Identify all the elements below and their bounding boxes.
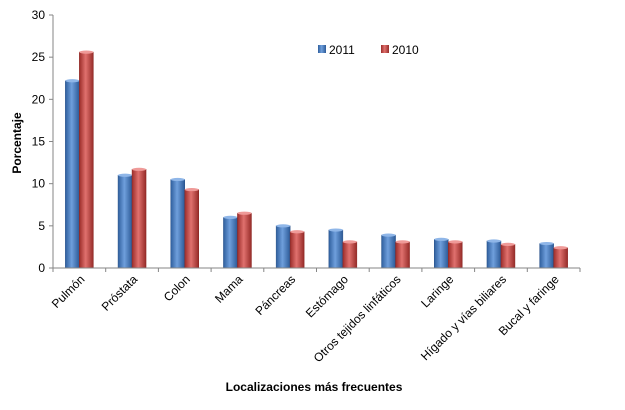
bar-cap-2011-3 (223, 215, 238, 219)
x-axis-label: Localizaciones más frecuentes (226, 380, 403, 394)
bar-2010-0 (79, 51, 94, 269)
legend-swatch-2011 (318, 45, 326, 53)
bar-2011-3 (223, 217, 238, 269)
bar-2011-2 (170, 179, 185, 269)
category-label: Laringe (418, 272, 456, 310)
bars (65, 50, 568, 269)
category-label: Otros tejidos linfáticos (311, 272, 404, 365)
y-tick-label: 25 (32, 50, 46, 64)
bar-cap-2010-9 (553, 246, 568, 250)
bar-cap-2011-2 (170, 177, 185, 182)
bar-2011-9 (539, 243, 554, 269)
bar-cap-2010-7 (448, 240, 463, 244)
category-label: Próstata (99, 272, 141, 314)
y-tick-label: 30 (32, 8, 46, 22)
bar-cap-2011-9 (539, 241, 554, 246)
bar-cap-2011-1 (118, 173, 133, 177)
bar-2010-7 (448, 241, 463, 269)
bar-cap-2011-5 (328, 228, 343, 232)
bar-2011-6 (381, 234, 396, 269)
bar-2010-8 (500, 244, 516, 269)
y-axis-label: Porcentaje (10, 112, 24, 174)
bar-2010-5 (342, 241, 358, 269)
legend-swatch-2010 (381, 45, 389, 53)
bar-cap-2011-4 (276, 224, 291, 228)
legend-label-2010: 2010 (392, 43, 419, 57)
bar-2011-7 (434, 239, 449, 269)
legend-label-2011: 2011 (329, 43, 355, 57)
bar-2010-3 (237, 212, 252, 269)
bar-cap-2010-5 (342, 240, 357, 244)
bar-cap-2010-3 (237, 211, 252, 215)
category-label: Pulmón (49, 272, 88, 311)
bar-cap-2010-1 (132, 167, 147, 171)
bar-2011-4 (275, 225, 291, 269)
y-axis-ticks: 0 5 10 15 20 25 30 (32, 8, 53, 275)
bar-2010-4 (289, 231, 305, 269)
x-axis-labels: Pulmón Próstata Colon Mama Páncreas EstómagoO… (49, 272, 562, 365)
legend: 2011 2010 (318, 43, 419, 57)
bar-cap-2010-8 (500, 242, 515, 246)
bar-cap-2011-7 (434, 237, 449, 241)
bar-2011-5 (328, 229, 344, 269)
y-tick-label: 20 (32, 92, 46, 106)
bar-cap-2011-8 (486, 239, 501, 243)
bar-cap-2011-0 (65, 79, 80, 83)
bar-cap-2010-4 (290, 230, 305, 234)
bar-2010-6 (395, 241, 410, 269)
bar-cap-2010-6 (395, 240, 410, 244)
category-label: Páncreas (253, 272, 299, 318)
category-label: Colon (161, 272, 193, 304)
bar-2011-1 (117, 174, 133, 269)
bar-2010-2 (184, 189, 199, 269)
bar-2011-8 (486, 240, 502, 269)
bar-2010-1 (131, 169, 147, 269)
axes (52, 15, 581, 272)
y-tick-label: 10 (32, 177, 46, 191)
category-label: Estómago (303, 272, 351, 320)
bar-2011-0 (65, 80, 80, 269)
y-tick-label: 15 (32, 135, 46, 149)
bar-cap-2010-2 (184, 187, 199, 192)
y-tick-label: 0 (38, 261, 45, 275)
y-tick-label: 5 (38, 219, 45, 233)
bar-2010-9 (553, 247, 568, 269)
category-label: Mama (212, 272, 246, 306)
bar-cap-2011-6 (381, 233, 396, 237)
bar-cap-2010-0 (79, 50, 94, 54)
